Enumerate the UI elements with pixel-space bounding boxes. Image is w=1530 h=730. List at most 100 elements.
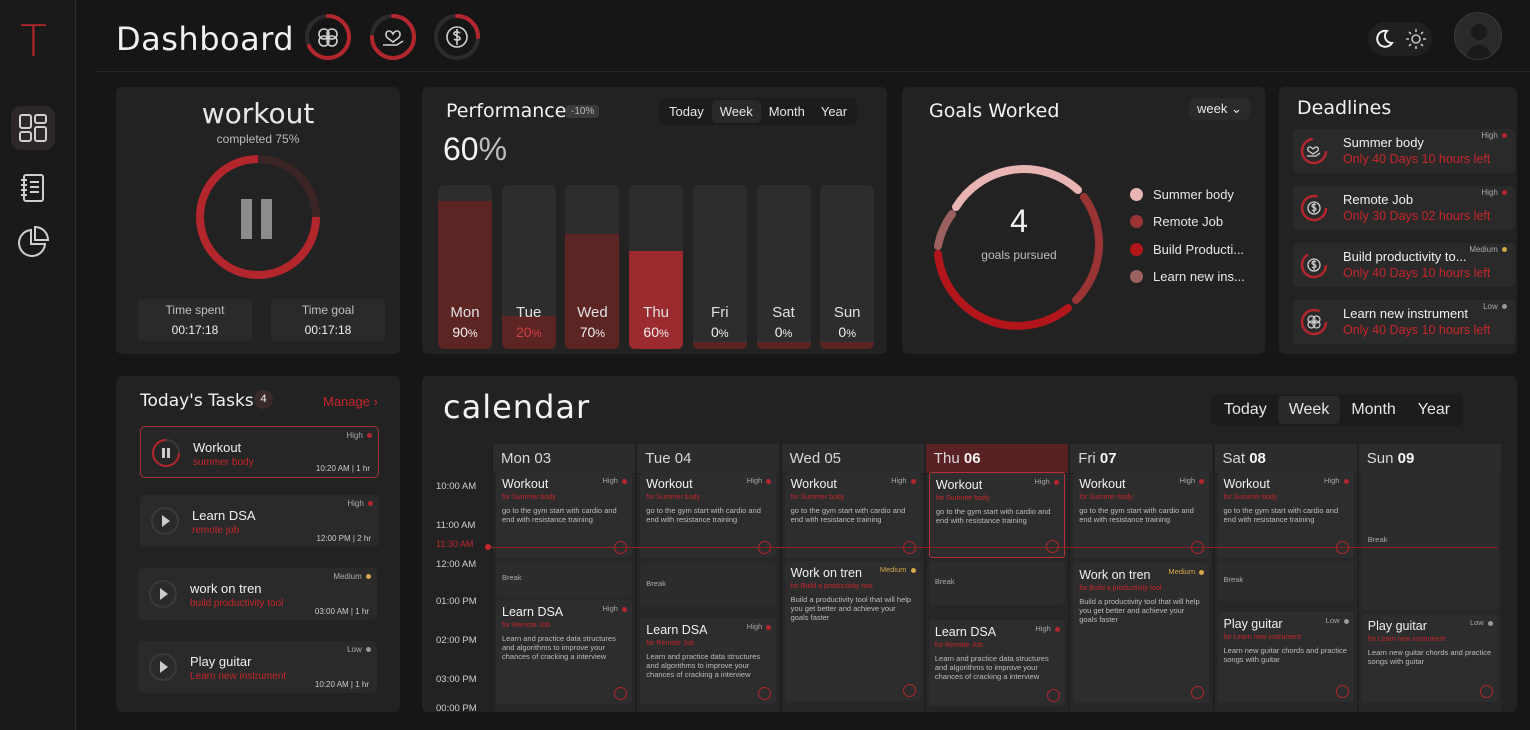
calendar-day-header[interactable]: Wed 05	[781, 444, 924, 474]
goal-ring-brain[interactable]	[304, 13, 352, 61]
performance-bar-thu[interactable]: Thu 60%	[629, 185, 684, 349]
calendar-event[interactable]: Learn DSA for Remote Job Learn and practic…	[928, 620, 1065, 706]
event-name: Play guitar	[1223, 617, 1283, 631]
tab-year[interactable]: Year	[820, 104, 848, 119]
tab-today[interactable]: Today	[669, 104, 704, 119]
event-progress-icon[interactable]	[614, 687, 627, 700]
calendar-event[interactable]: Learn DSA for Remote Job Learn and practic…	[496, 600, 632, 704]
performance-bar-wed[interactable]: Wed 70%	[565, 185, 620, 349]
avatar[interactable]	[1454, 12, 1502, 60]
event-priority: High	[747, 622, 772, 631]
tab-month[interactable]: Month	[768, 104, 805, 119]
calendar-day-header[interactable]: Sat 08	[1214, 444, 1357, 474]
priority-dot	[1502, 247, 1507, 253]
calendar-day-sat: Sat 08 Workout for Summer body go to the gy…	[1213, 444, 1357, 712]
goals-filter-dropdown[interactable]: week ⌄	[1189, 98, 1250, 120]
event-description: go to the gym start with cardio and end …	[790, 506, 906, 524]
calendar-event[interactable]: Workout for Summer body go to the gym star…	[496, 472, 632, 558]
performance-bar-tue[interactable]: Tue 20%	[501, 185, 556, 349]
deadline-priority: Medium	[1469, 245, 1507, 254]
tab-today[interactable]: Today	[1224, 401, 1267, 418]
performance-bar-fri[interactable]: Fri 0%	[692, 185, 747, 349]
task-priority: High	[347, 499, 373, 508]
bar-fill	[438, 201, 492, 349]
performance-bar-sun[interactable]: Sun 0%	[820, 185, 875, 349]
priority-dot	[1502, 190, 1507, 196]
task-item[interactable]: work on tren build productivity tool Med…	[138, 568, 377, 620]
deadline-item[interactable]: Build productivity to... Only 40 Days 10…	[1293, 243, 1515, 287]
tab-week[interactable]: Week	[1277, 396, 1341, 424]
tab-week[interactable]: Week	[711, 100, 761, 123]
calendar-day-header[interactable]: Thu 06	[925, 444, 1068, 474]
calendar-day-header[interactable]: Tue 04	[637, 444, 780, 474]
calendar-event[interactable]: Work on tren for Build a productivity too…	[784, 561, 921, 701]
performance-value: 60%	[443, 131, 507, 168]
sun-icon[interactable]	[1405, 28, 1427, 50]
play-icon[interactable]	[148, 579, 178, 609]
event-progress-icon[interactable]	[902, 684, 916, 697]
event-goal: for Remote Job	[502, 622, 550, 629]
bar-value-label: 20%	[516, 324, 542, 340]
task-item[interactable]: Learn DSA remote job High 12:00 PM | 2 h…	[140, 495, 379, 547]
event-progress-icon[interactable]	[1045, 540, 1059, 553]
event-progress-icon[interactable]	[1335, 685, 1349, 698]
deadline-item[interactable]: Learn new instrument Only 40 Days 10 hou…	[1293, 300, 1515, 344]
calendar-event[interactable]: Work on tren for Build a productivity too…	[1073, 563, 1210, 703]
calendar-event[interactable]: Workout for Summer body go to the gym star…	[640, 472, 777, 558]
event-progress-icon[interactable]	[1479, 685, 1493, 698]
calendar-event[interactable]: Learn DSA for Remote Job Learn and practic…	[640, 618, 777, 704]
goal-ring-health[interactable]	[369, 13, 417, 61]
theme-toggle[interactable]	[1368, 22, 1432, 56]
bar-value-label: 90%	[452, 324, 478, 340]
calendar-event[interactable]: Play guitar for Learn new instrument Learn…	[1217, 612, 1354, 702]
event-priority: High	[747, 476, 772, 485]
sidebar-item-dashboard[interactable]	[11, 106, 55, 150]
calendar-event[interactable]: Workout for Summer body go to the gym star…	[1073, 472, 1210, 558]
performance-bar-sat[interactable]: Sat 0%	[756, 185, 811, 349]
goal-ring-finance[interactable]	[433, 13, 481, 61]
calendar-day-header[interactable]: Mon 03	[493, 444, 635, 474]
topbar: Dashboard	[96, 0, 1530, 72]
calendar-day-mon: Mon 03 Workout for Summer body go to the gy…	[492, 444, 635, 712]
calendar-event[interactable]: Workout for Summer body go to the gym star…	[928, 472, 1065, 558]
deadline-time-left: Only 40 Days 10 hours left	[1343, 152, 1491, 166]
sidebar-item-analytics[interactable]	[11, 220, 55, 264]
manage-link[interactable]: Manage ›	[323, 394, 378, 409]
moon-icon[interactable]	[1373, 28, 1395, 50]
calendar-event[interactable]: Workout for Summer body go to the gym star…	[784, 472, 921, 558]
sidebar-item-notes[interactable]	[11, 166, 55, 210]
play-icon[interactable]	[148, 652, 178, 682]
event-priority-label: Low	[1325, 616, 1342, 625]
tab-month[interactable]: Month	[1351, 401, 1396, 418]
event-progress-icon[interactable]	[1191, 686, 1205, 699]
tab-year[interactable]: Year	[1417, 401, 1451, 418]
event-progress-icon[interactable]	[1046, 689, 1060, 702]
task-goal: remote job	[192, 525, 240, 536]
pause-icon[interactable]	[151, 438, 181, 468]
calendar-event[interactable]: Workout for Summer body go to the gym star…	[1217, 472, 1354, 558]
deadline-priority-label: Low	[1483, 302, 1498, 311]
task-goal: Learn new instrument	[190, 671, 287, 682]
event-progress-icon[interactable]	[758, 687, 772, 700]
time-label: 00:00 PM	[436, 703, 477, 712]
dollar-icon	[446, 26, 468, 48]
priority-dot	[1487, 620, 1493, 626]
task-priority: Low	[347, 645, 371, 654]
calendar-event[interactable]: Play guitar for Learn new instrument Learn…	[1361, 614, 1498, 702]
play-icon[interactable]	[150, 506, 180, 536]
event-priority-label: High	[746, 476, 765, 485]
performance-bar-mon[interactable]: Mon 90%	[438, 185, 492, 349]
deadline-item[interactable]: Summer body Only 40 Days 10 hours left H…	[1293, 129, 1515, 173]
calendar-day-header[interactable]: Fri 07	[1070, 444, 1213, 474]
chevron-right-icon: ›	[373, 394, 378, 409]
legend-dot	[1130, 243, 1143, 256]
task-item[interactable]: Workout summer body High 10:20 AM | 1 hr	[140, 426, 379, 478]
task-item[interactable]: Play guitar Learn new instrument Low 10:…	[138, 641, 377, 693]
pause-button[interactable]	[238, 197, 278, 241]
deadline-item[interactable]: Remote Job Only 30 Days 02 hours left Hi…	[1293, 186, 1515, 230]
calendar-day-header[interactable]: Sun 09	[1358, 444, 1501, 474]
page-title: Dashboard	[116, 20, 295, 58]
deadline-time-left: Only 30 Days 02 hours left	[1343, 209, 1491, 223]
priority-dot	[1502, 133, 1507, 139]
deadline-priority-label: High	[1481, 188, 1498, 197]
